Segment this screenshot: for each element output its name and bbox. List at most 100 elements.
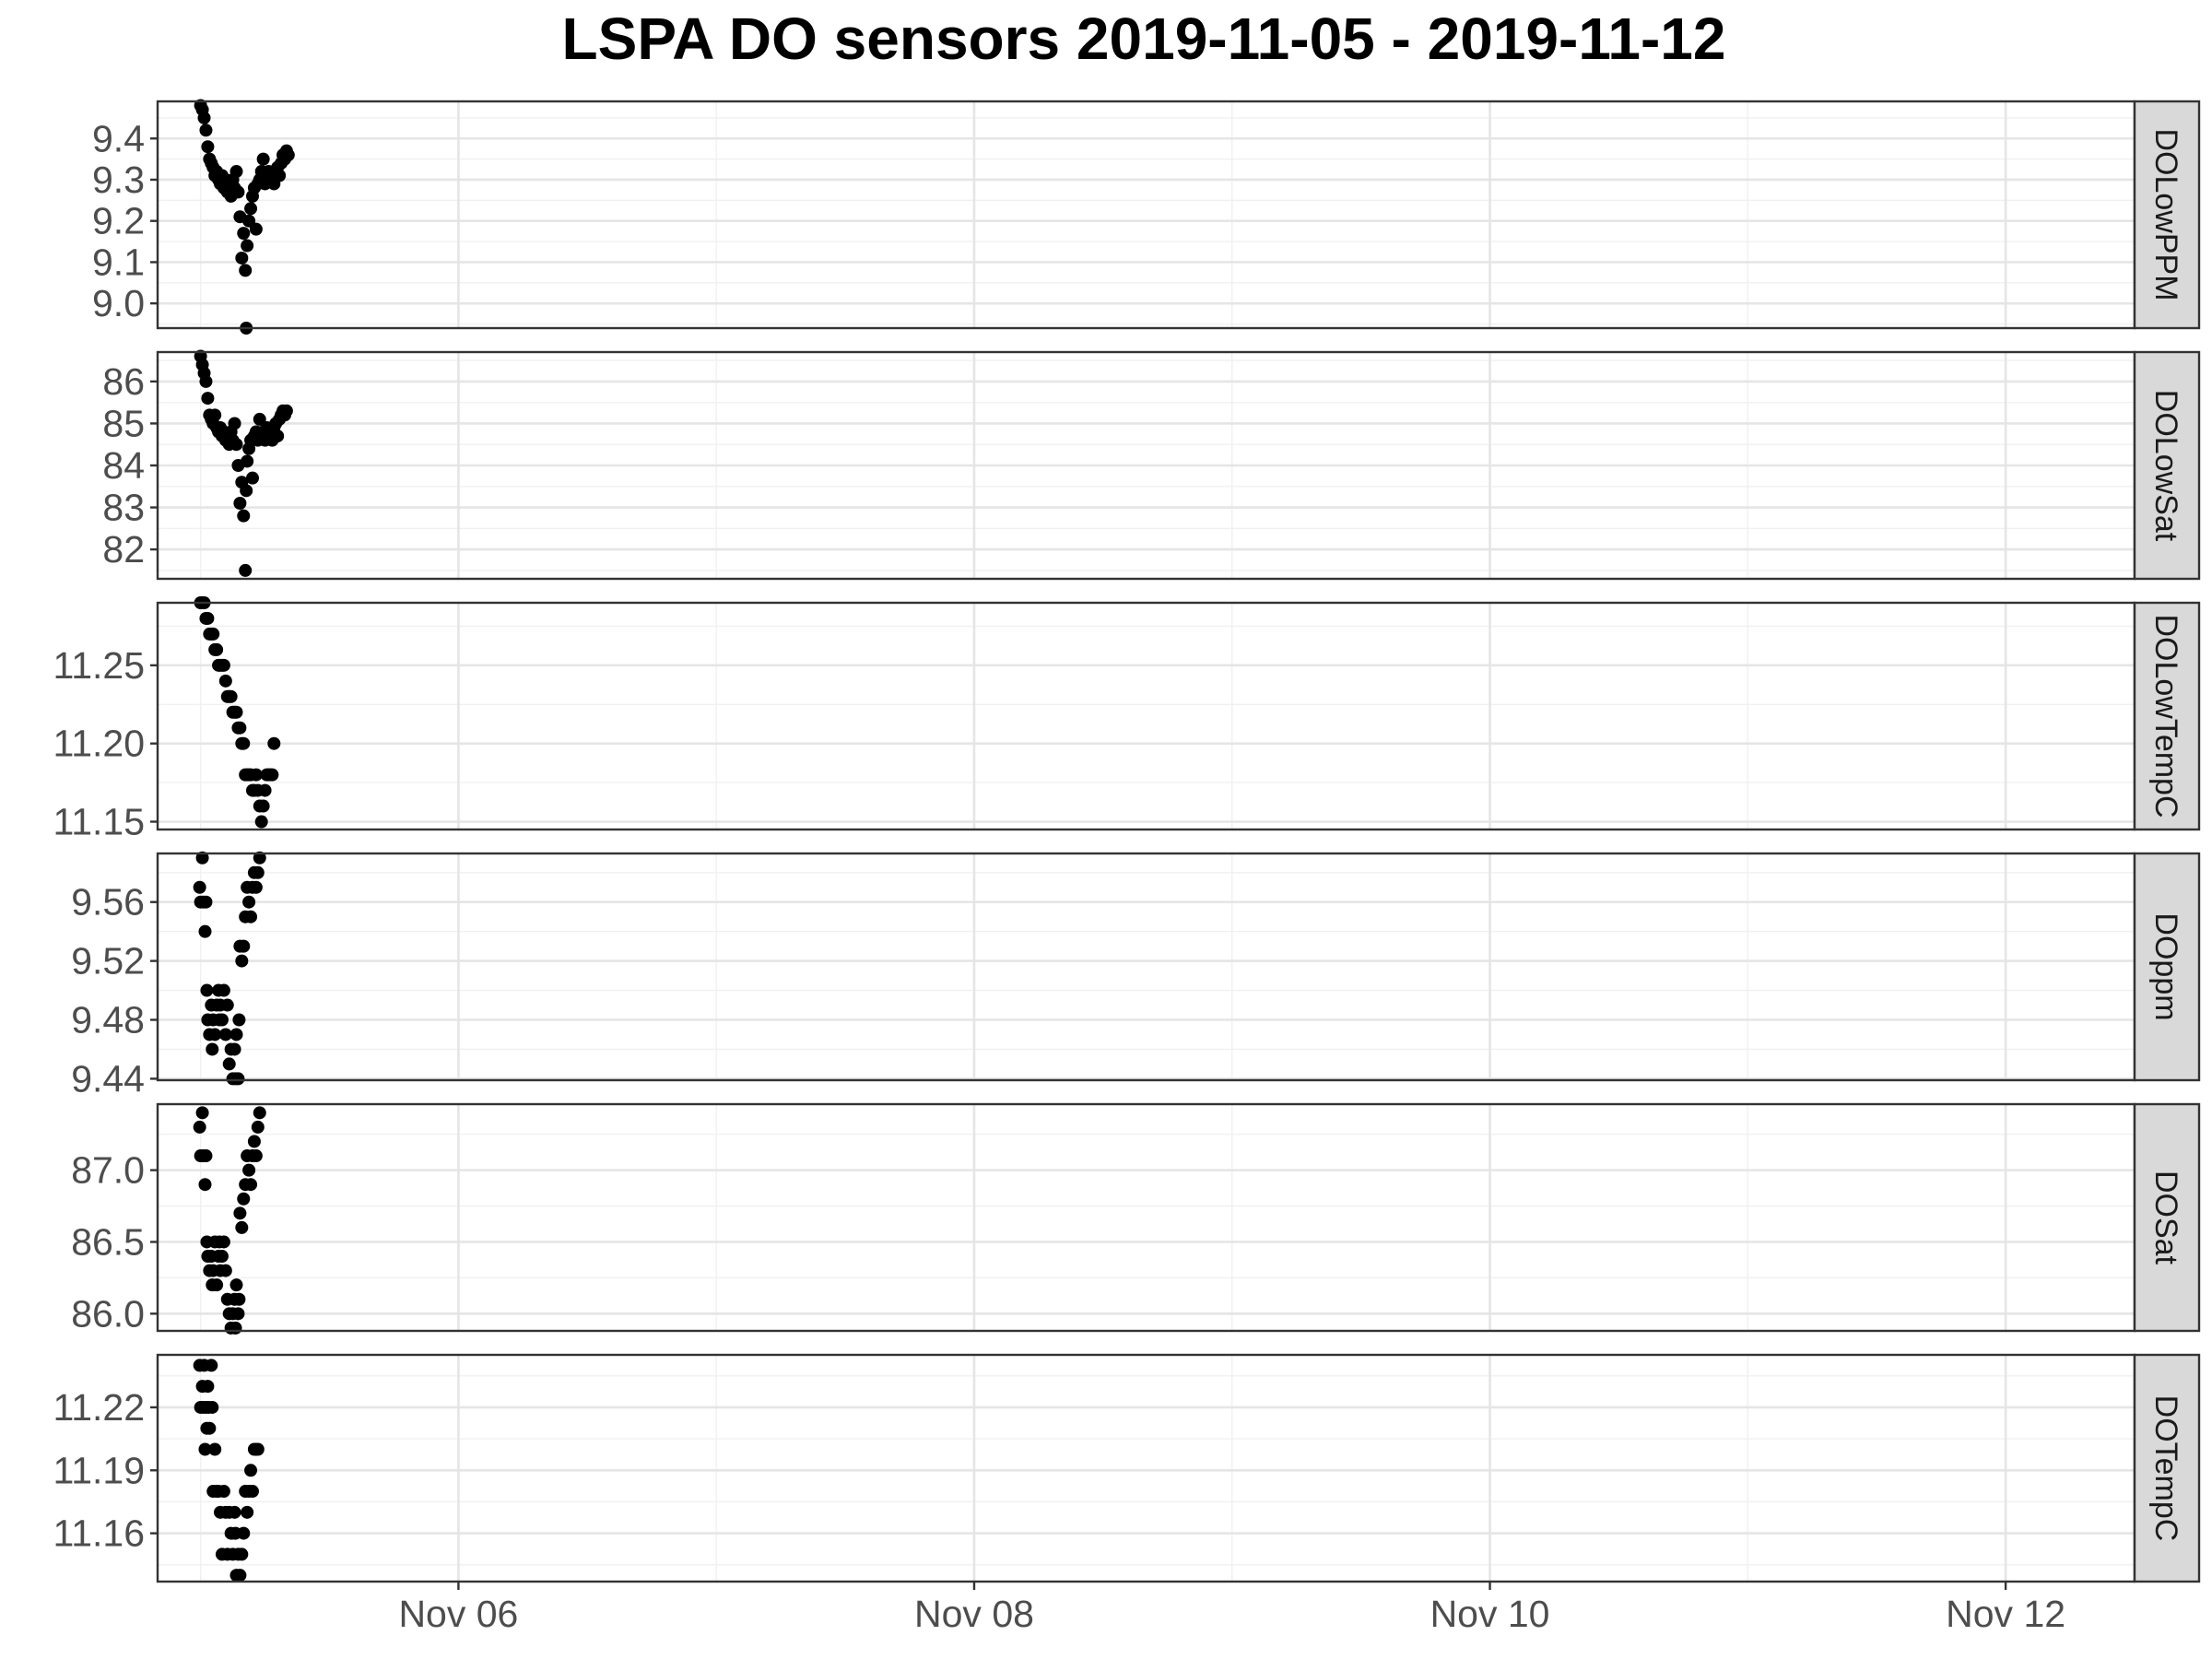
data-point — [201, 392, 215, 406]
data-point — [237, 736, 251, 750]
data-point — [244, 1178, 258, 1192]
data-point — [215, 1250, 229, 1264]
data-point — [218, 674, 232, 688]
data-point — [217, 1235, 230, 1249]
data-point — [258, 783, 272, 797]
data-point — [251, 1120, 265, 1134]
data-point — [210, 642, 224, 656]
panel-background — [158, 101, 2135, 328]
data-point — [199, 1149, 213, 1163]
data-point — [215, 1013, 229, 1027]
data-point — [233, 721, 247, 735]
data-point — [229, 1278, 243, 1292]
facet-panel-DOSat: 86.0 86.5 87.0 DOSat — [71, 1102, 2201, 1335]
data-point — [217, 983, 230, 997]
data-point — [249, 1149, 263, 1163]
panel-background — [158, 853, 2135, 1080]
data-point — [241, 1505, 254, 1519]
data-point — [206, 1400, 219, 1414]
data-point — [231, 1072, 245, 1086]
data-point — [224, 689, 238, 703]
data-point — [229, 1028, 243, 1041]
data-point — [235, 251, 249, 265]
data-point — [199, 124, 213, 137]
y-tick-label: 9.2 — [92, 200, 145, 242]
data-point — [256, 799, 270, 813]
data-point — [199, 895, 213, 909]
data-point — [237, 227, 251, 241]
data-point — [235, 954, 249, 968]
y-tick-label: 9.48 — [71, 999, 145, 1041]
data-point — [239, 563, 253, 577]
y-tick-label: 11.25 — [53, 644, 145, 687]
facet-strip-label: DOLowSat — [2148, 390, 2183, 542]
y-tick-label: 9.3 — [92, 159, 145, 201]
data-point — [271, 429, 285, 443]
panel-background — [158, 603, 2135, 830]
data-point — [205, 1359, 218, 1372]
data-point — [201, 611, 215, 625]
y-tick-label: 9.44 — [71, 1057, 145, 1100]
data-point — [253, 412, 266, 426]
data-point — [206, 627, 220, 641]
data-point — [217, 1485, 230, 1499]
data-point — [217, 658, 230, 672]
data-point — [233, 1206, 247, 1220]
facet-strip-label: DOLowTempC — [2148, 614, 2183, 818]
data-point — [244, 910, 258, 924]
data-point — [203, 1421, 217, 1435]
data-point — [232, 1013, 246, 1027]
y-tick-label: 86.5 — [71, 1220, 145, 1263]
y-tick-label: 87.0 — [71, 1149, 145, 1192]
data-point — [265, 768, 279, 782]
data-point — [233, 1569, 247, 1583]
data-point — [198, 924, 212, 938]
data-point — [256, 152, 270, 166]
data-point — [253, 1106, 266, 1120]
data-point — [237, 1192, 251, 1206]
x-axis: Nov 06 Nov 08 Nov 10 Nov 12 — [398, 1582, 2065, 1635]
data-point — [242, 1163, 256, 1177]
data-point — [237, 509, 251, 523]
data-point — [235, 1220, 249, 1234]
y-tick-label: 11.16 — [53, 1512, 145, 1555]
y-tick-label: 11.19 — [53, 1449, 145, 1491]
data-point — [218, 1028, 232, 1041]
y-tick-label: 9.52 — [71, 940, 145, 982]
data-point — [240, 484, 253, 498]
data-point — [195, 851, 209, 865]
data-point — [244, 1464, 258, 1477]
y-tick-label: 9.56 — [71, 881, 145, 924]
y-tick-label: 86 — [102, 360, 145, 403]
y-tick-label: 9.1 — [92, 241, 145, 283]
data-point — [220, 998, 234, 1012]
data-point — [222, 1057, 236, 1071]
data-point — [253, 851, 266, 865]
panel-background — [158, 1355, 2135, 1582]
facet-strip — [2133, 350, 2201, 581]
data-point — [208, 1028, 222, 1041]
data-point — [208, 1442, 222, 1456]
data-point — [239, 264, 253, 277]
y-tick-label: 83 — [102, 487, 145, 529]
data-point — [247, 1135, 261, 1148]
facet-strip-label: DOSat — [2148, 1171, 2183, 1265]
facet-strip — [2133, 100, 2201, 330]
data-point — [228, 417, 241, 430]
data-point — [245, 1485, 259, 1499]
y-tick-label: 86.0 — [71, 1292, 145, 1335]
x-tick-label: Nov 10 — [1430, 1593, 1550, 1635]
data-point — [267, 736, 281, 750]
facet-strip-label: DOLowPPM — [2148, 128, 2183, 300]
data-point — [279, 404, 293, 418]
data-point — [241, 239, 254, 253]
data-point — [244, 202, 258, 216]
data-point — [229, 438, 243, 452]
data-point — [251, 865, 265, 879]
x-tick-label: Nov 08 — [914, 1593, 1034, 1635]
facet-panel-DOLowPPM: 9.09.19.29.39.4 DOLowPPM — [92, 99, 2201, 335]
y-tick-label: 85 — [102, 402, 145, 444]
data-point — [199, 374, 213, 388]
